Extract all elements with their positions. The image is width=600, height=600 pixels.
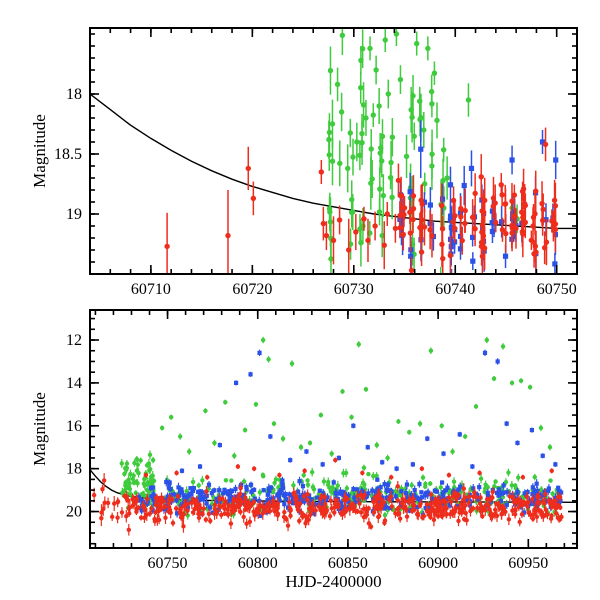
top-green-series: [326, 28, 520, 274]
bottom-frame: [89, 309, 578, 549]
svg-text:18: 18: [66, 86, 82, 103]
bottom-tick-labels: 60750 60800 60850 60900 60950 12 14 16 18 20: [66, 332, 548, 572]
svg-text:18: 18: [66, 461, 82, 478]
top-red-series: [164, 127, 559, 274]
svg-text:60800: 60800: [238, 555, 278, 572]
x-axis-label: HJD-2400000: [285, 572, 382, 591]
bottom-panel: 60750 60800 60850 60900 60950 12 14 16 18 20: [66, 309, 578, 572]
svg-text:18.5: 18.5: [54, 146, 82, 163]
svg-text:60900: 60900: [418, 555, 458, 572]
svg-text:60740: 60740: [435, 281, 475, 298]
bottom-ticks: [90, 310, 577, 548]
bottom-red-series: [91, 457, 564, 536]
svg-text:60730: 60730: [334, 281, 374, 298]
top-ticks: [89, 28, 578, 275]
top-tick-labels: 60710 60720 60730 60740 60750 18 18.5 19: [54, 86, 577, 298]
svg-text:19: 19: [66, 206, 82, 223]
svg-text:60950: 60950: [508, 555, 548, 572]
svg-text:60750: 60750: [537, 281, 577, 298]
svg-text:20: 20: [66, 504, 82, 521]
bottom-y-axis-label: Magnitude: [30, 392, 49, 466]
svg-text:14: 14: [66, 375, 82, 392]
svg-text:60710: 60710: [131, 281, 171, 298]
top-y-axis-label: Magnitude: [30, 114, 49, 188]
svg-text:60720: 60720: [232, 281, 272, 298]
top-panel: 60710 60720 60730 60740 60750 18 18.5 19: [54, 27, 578, 298]
svg-text:60750: 60750: [148, 555, 188, 572]
svg-text:60850: 60850: [328, 555, 368, 572]
svg-text:12: 12: [66, 332, 82, 349]
svg-text:16: 16: [66, 418, 82, 435]
